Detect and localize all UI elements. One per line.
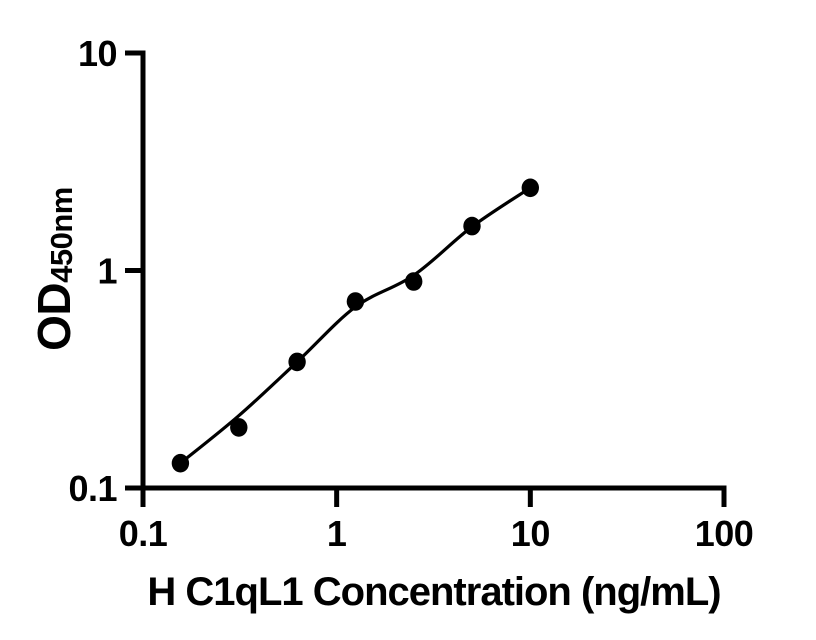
y-axis-title-subscript: 450nm — [44, 187, 79, 283]
data-point — [288, 352, 306, 372]
x-tick-label: 0.1 — [119, 513, 168, 554]
y-tick-label: 1 — [97, 251, 117, 292]
y-axis-title: OD450nm — [27, 187, 81, 351]
data-point — [463, 216, 481, 236]
x-tick-label: 10 — [511, 513, 550, 554]
x-tick-label: 1 — [327, 513, 347, 554]
data-point — [405, 272, 423, 291]
data-point — [171, 453, 190, 473]
x-tick-label: 100 — [695, 513, 754, 554]
data-point — [230, 418, 248, 437]
x-axis-title: H C1qL1 Concentration (ng/mL) — [147, 570, 721, 614]
data-point — [346, 292, 365, 311]
y-tick-label: 10 — [78, 33, 117, 74]
y-tick-label: 0.1 — [68, 468, 117, 509]
data-point — [521, 178, 539, 198]
y-axis-title-main: OD — [28, 282, 80, 351]
